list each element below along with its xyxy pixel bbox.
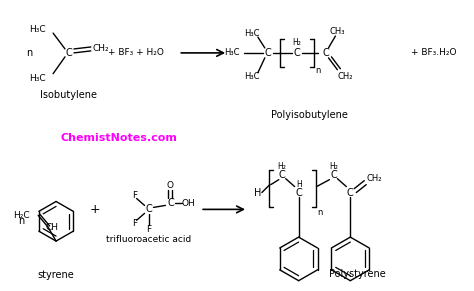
Text: CH₃: CH₃ xyxy=(329,26,345,36)
Text: H₂: H₂ xyxy=(329,162,338,171)
Text: C: C xyxy=(145,204,152,214)
Text: F: F xyxy=(132,191,137,200)
Text: n: n xyxy=(317,208,322,217)
Text: CH₂: CH₂ xyxy=(337,72,353,81)
Text: H₃C: H₃C xyxy=(29,25,46,34)
Text: C: C xyxy=(330,170,337,180)
Text: H₂C: H₂C xyxy=(14,211,30,220)
Text: n: n xyxy=(26,48,32,58)
Text: F: F xyxy=(132,219,137,228)
Text: C: C xyxy=(65,48,73,58)
Text: + BF₃ + H₂O: + BF₃ + H₂O xyxy=(108,48,164,57)
Text: styrene: styrene xyxy=(38,270,74,280)
Text: H₃C: H₃C xyxy=(29,74,46,83)
Text: H₂: H₂ xyxy=(292,38,301,47)
Text: Isobutylene: Isobutylene xyxy=(40,91,98,100)
Text: H: H xyxy=(254,187,262,198)
Text: C: C xyxy=(293,48,300,58)
Text: C: C xyxy=(295,187,302,198)
Text: C: C xyxy=(167,198,174,208)
Text: C: C xyxy=(264,48,271,58)
Text: CH₂: CH₂ xyxy=(92,45,109,54)
Text: C: C xyxy=(347,187,354,198)
Text: CH: CH xyxy=(46,223,59,232)
Text: H₃C: H₃C xyxy=(244,72,260,81)
Text: F: F xyxy=(146,225,151,234)
Text: H₂: H₂ xyxy=(277,162,286,171)
Text: +: + xyxy=(90,203,100,216)
Text: H₃C: H₃C xyxy=(244,29,260,38)
Text: Polyisobutylene: Polyisobutylene xyxy=(271,110,348,120)
Text: OH: OH xyxy=(182,199,195,208)
Text: trifluoroacetic acid: trifluoroacetic acid xyxy=(106,235,191,244)
Text: H₃C: H₃C xyxy=(225,48,240,57)
Text: ChemistNotes.com: ChemistNotes.com xyxy=(60,133,177,143)
Text: Polystyrene: Polystyrene xyxy=(329,269,386,279)
Text: CH₂: CH₂ xyxy=(366,174,382,183)
Text: + BF₃.H₂O: + BF₃.H₂O xyxy=(411,48,456,57)
Text: n: n xyxy=(18,216,24,226)
Text: H: H xyxy=(296,180,301,189)
Text: C: C xyxy=(322,48,329,58)
Text: O: O xyxy=(167,181,174,190)
Text: C: C xyxy=(278,170,285,180)
Text: n: n xyxy=(315,66,320,75)
